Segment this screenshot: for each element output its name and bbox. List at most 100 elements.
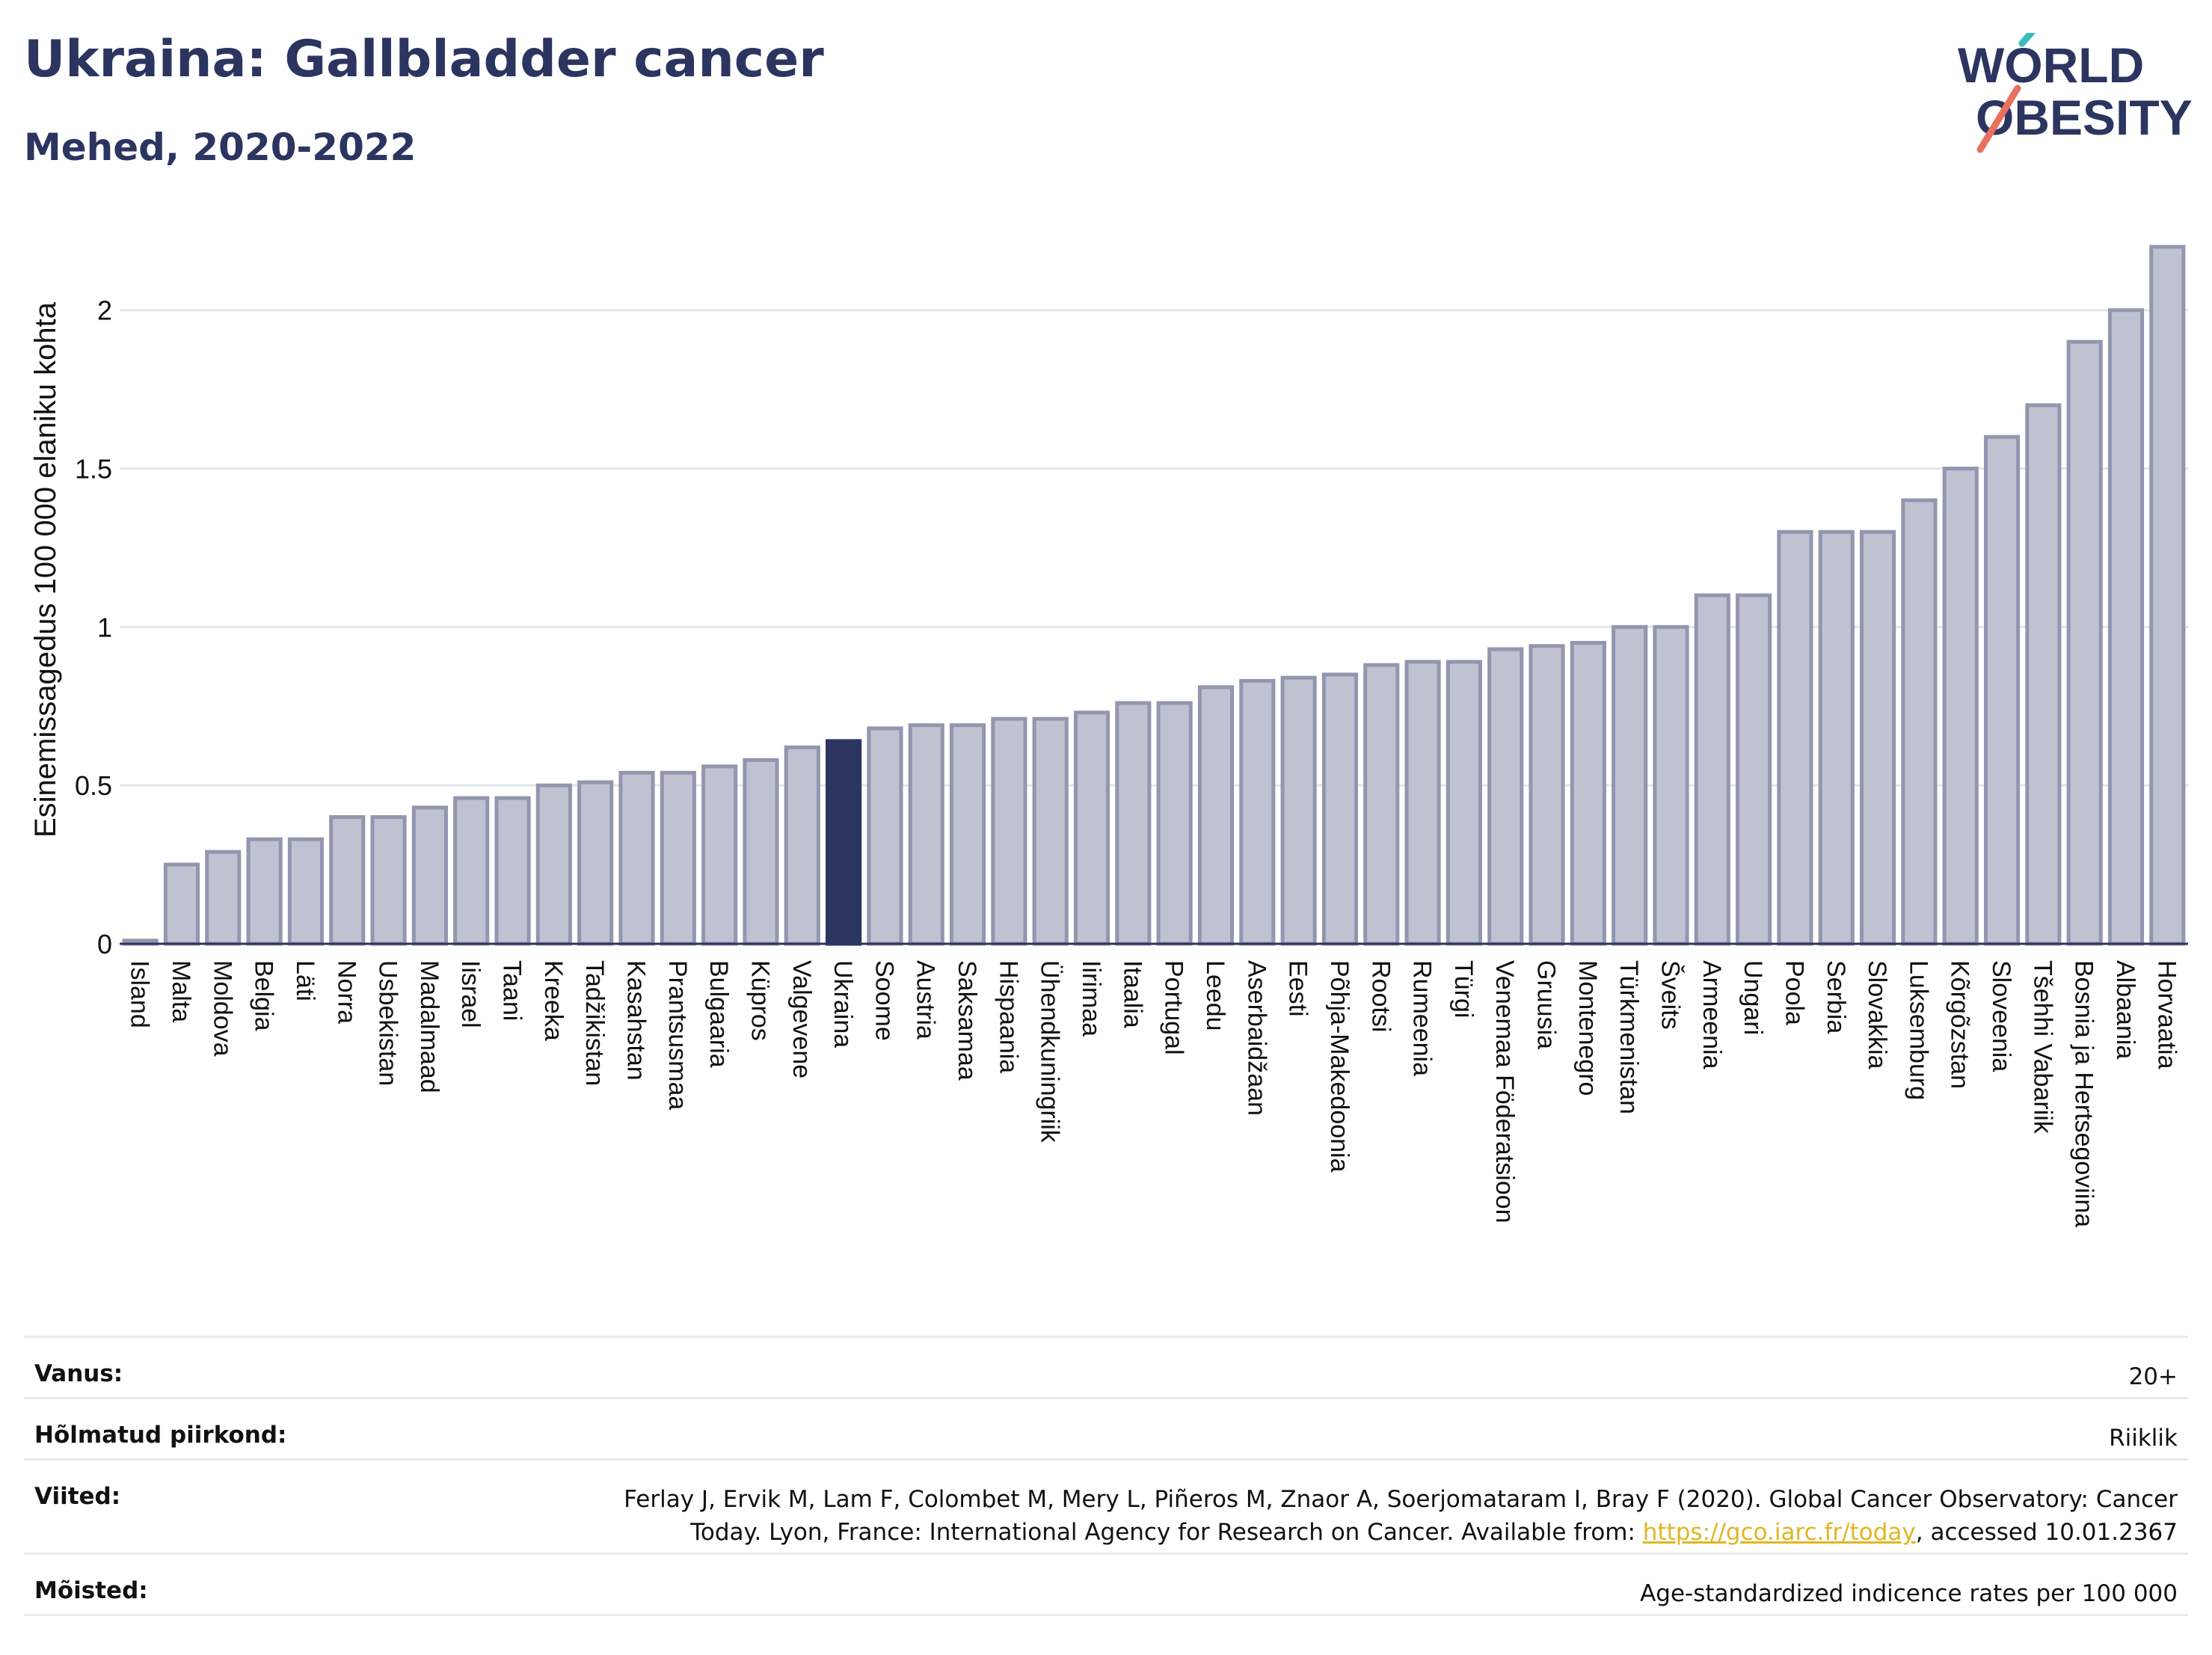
- bar-montenegro: [1570, 641, 1606, 946]
- meta-label-definitions: Mõisted:: [34, 1577, 148, 1604]
- page-subtitle: Mehed, 2020-2022: [24, 126, 417, 169]
- bar-austria: [908, 723, 944, 946]
- x-tick-label: Taani: [498, 960, 526, 1021]
- x-tick-label: Poola: [1780, 960, 1808, 1025]
- x-tick-labels: Island Malta Moldova Belgia Läti Norra Usbekis…: [126, 960, 2181, 1227]
- page-title: Ukraina: Gallbladder cancer: [24, 30, 824, 89]
- bar-ungari: [1736, 593, 1772, 946]
- x-tick-label: Kasahstan: [622, 960, 651, 1081]
- x-tick-label: Türkmenistan: [1615, 960, 1643, 1114]
- bar-itaalia: [1115, 701, 1152, 946]
- x-tick-label: Ungari: [1739, 960, 1767, 1035]
- bar-iirimaa: [1073, 710, 1110, 946]
- x-tick-label: Slovakkia: [1863, 960, 1891, 1069]
- bar-ukraina: [826, 739, 862, 946]
- bar-moldova: [205, 850, 242, 946]
- bar-belgia: [246, 837, 283, 946]
- x-tick-label: Läti: [291, 960, 319, 1001]
- x-tick-label: Saksamaa: [953, 960, 981, 1081]
- bar-valgevene: [784, 745, 820, 946]
- x-tick-label: Türgi: [1449, 960, 1478, 1018]
- x-tick-label: Ühendkuningriik: [1036, 960, 1064, 1143]
- x-tick-label: Portugal: [1160, 960, 1188, 1055]
- bar-prantsusmaa: [660, 770, 696, 946]
- x-tick-label: Sloveenia: [1987, 960, 2015, 1072]
- x-tick-label: Eesti: [1284, 960, 1312, 1017]
- meta-label-region: Hõlmatud piirkond:: [34, 1422, 287, 1449]
- bar-bosnia-ja-hertsegoviina: [2066, 340, 2103, 946]
- meta-value-definitions: Age-standardized indicence rates per 100…: [1640, 1580, 2178, 1607]
- x-tick-label: Põhja-Makedoonia: [1325, 960, 1354, 1173]
- bar--veits: [1653, 624, 1689, 946]
- bar--hendkuningriik: [1032, 716, 1069, 946]
- bar-chart: 0 0.5 1 1.5 2 Island Malta Moldova Belgia Läti No…: [29, 245, 2188, 1227]
- bar-taani: [494, 796, 531, 946]
- x-tick-label: Armeenia: [1698, 960, 1726, 1069]
- meta-label-age: Vanus:: [34, 1360, 123, 1387]
- x-tick-label: Norra: [332, 960, 360, 1024]
- bar-kasahstan: [618, 770, 655, 946]
- chart-bars: [122, 245, 2186, 946]
- x-tick-label: Iisrael: [456, 960, 485, 1028]
- meta-row-definitions: Mõisted: Age-standardized indicence rate…: [24, 1553, 2188, 1615]
- x-tick-label: Horvaatia: [2152, 960, 2181, 1069]
- x-tick-label: Moldova: [208, 960, 236, 1057]
- meta-row-references: Viited: Ferlay J, Ervik M, Lam F, Colomb…: [24, 1458, 2188, 1553]
- x-tick-label: Serbia: [1822, 960, 1850, 1034]
- meta-row-age: Vanus: 20+: [24, 1336, 2188, 1398]
- bar-armeenia: [1694, 593, 1730, 946]
- logo-slash-coral: [1976, 85, 2021, 153]
- x-tick-label: Belgia: [250, 960, 278, 1031]
- x-tick-label: Rumeenia: [1408, 960, 1437, 1076]
- x-tick-label: Island: [126, 960, 154, 1028]
- x-tick-label: Albaania: [2111, 960, 2139, 1059]
- x-tick-label: Bulgaaria: [704, 960, 733, 1068]
- x-tick-label: Itaalia: [1118, 960, 1146, 1028]
- bar-venemaa-f-deratsioon: [1487, 647, 1524, 946]
- meta-value-region: Riiklik: [2109, 1425, 2178, 1452]
- y-tick-label: 1.5: [75, 454, 112, 485]
- y-tick-label: 0.5: [75, 770, 112, 801]
- meta-label-references: Viited:: [34, 1483, 121, 1510]
- x-tick-label: Šveits: [1656, 960, 1685, 1030]
- bar-saksamaa: [949, 723, 986, 946]
- references-accessed: , accessed 10.01.2367: [1915, 1519, 2178, 1546]
- bar-luksemburg: [1901, 498, 1938, 946]
- bar-horvaatia: [2149, 245, 2186, 946]
- bar-soome: [867, 726, 903, 946]
- y-tick-labels: 0 0.5 1 1.5 2: [75, 295, 112, 959]
- bar-k-rg-zstan: [1942, 467, 1979, 946]
- y-tick-label: 1: [97, 612, 112, 642]
- x-tick-label: Rootsi: [1366, 960, 1395, 1032]
- bar-portugal: [1156, 701, 1193, 946]
- bar-usbekistan: [370, 815, 407, 946]
- bar-sloveenia: [1983, 435, 2021, 946]
- bar-l-ti: [287, 837, 325, 946]
- bar-madalmaad: [411, 805, 448, 946]
- bar-bulgaaria: [701, 764, 738, 946]
- meta-value-age: 20+: [2128, 1363, 2178, 1390]
- bar-t-ehhi-vabariik: [2025, 403, 2062, 946]
- bar-eesti: [1280, 675, 1317, 946]
- bar-rumeenia: [1404, 660, 1441, 946]
- bar-poola: [1777, 529, 1813, 946]
- bar-k-pros: [743, 758, 779, 946]
- meta-bottom-border: [24, 1614, 2188, 1616]
- x-tick-label: Montenegro: [1573, 960, 1602, 1096]
- bar-aserbaid-aan: [1239, 678, 1276, 946]
- meta-value-references: Ferlay J, Ervik M, Lam F, Colombet M, Me…: [624, 1483, 2178, 1549]
- x-tick-label: Kreeka: [539, 960, 568, 1041]
- bar-gruusia: [1529, 644, 1565, 946]
- bar-iisrael: [453, 796, 490, 946]
- references-link[interactable]: https://gco.iarc.fr/today: [1642, 1519, 1916, 1546]
- x-tick-label: Kõrgõzstan: [1946, 960, 1974, 1089]
- bar-tad-ikistan: [577, 780, 614, 946]
- bar-leedu: [1197, 685, 1235, 946]
- references-line1: Ferlay J, Ervik M, Lam F, Colombet M, Me…: [624, 1486, 2178, 1513]
- x-tick-label: Aserbaidžaan: [1242, 960, 1271, 1116]
- logo-text-line1: WORLD: [1958, 37, 2144, 93]
- x-tick-label: Venemaa Föderatsioon: [1490, 960, 1519, 1223]
- bar-albaania: [2107, 308, 2145, 946]
- x-tick-label: Tadžikistan: [580, 960, 609, 1086]
- bar-hispaania: [991, 716, 1027, 946]
